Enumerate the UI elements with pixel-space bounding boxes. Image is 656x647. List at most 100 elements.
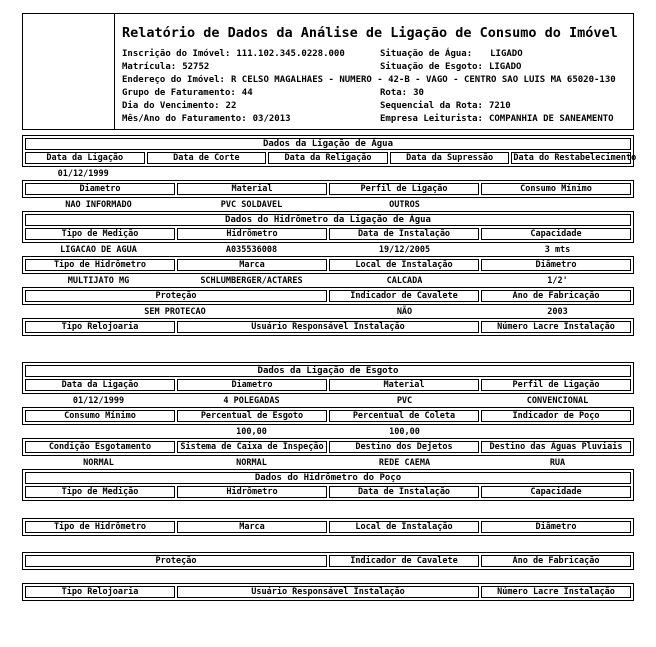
- header-cell: Usuário Responsável Instalação: [177, 321, 479, 333]
- field-grupo-faturamento: Grupo de Faturamento: 44: [122, 89, 380, 98]
- field-empresa-leiturista: Empresa Leiturista: COMPANHIA DE SANEAMEN…: [380, 115, 633, 124]
- value-cell: 1/2': [547, 275, 568, 286]
- value-cell: NORMAL: [83, 457, 114, 468]
- values-hidrometro-agua-relojoaria: [22, 336, 634, 362]
- header-cell: Data de Instalação: [329, 486, 479, 498]
- values-ligacao-agua-caracteristicas: NAO INFORMADO PVC SOLDAVEL OUTROS: [22, 198, 634, 211]
- field-inscricao: Inscrição do Imóvel: 111.102.345.0228.000: [122, 50, 380, 59]
- field-label: Empresa Leiturista:: [380, 114, 483, 124]
- header-cell: Capacidade: [481, 486, 631, 498]
- header-cell: Material: [329, 379, 479, 391]
- section-title-ligacao-esgoto: Dados da Ligação de Esgoto: [25, 365, 631, 377]
- header-cell: Data da Ligação: [25, 379, 175, 391]
- value-cell: SEM PROTECAO: [144, 306, 206, 317]
- values-ligacao-agua-datas: 01/12/1999: [22, 167, 634, 180]
- logo-box: [22, 13, 115, 130]
- field-label: Grupo de Faturamento:: [122, 88, 236, 98]
- header-cell: Material: [177, 183, 327, 195]
- header-cell: Usuário Responsável Instalação: [177, 586, 479, 598]
- header-cell: Diâmetro: [481, 259, 631, 271]
- header-cell: Tipo Relojoaria: [25, 586, 175, 598]
- field-mes-ano-faturamento: Mês/Ano do Faturamento: 03/2013: [122, 115, 380, 124]
- field-value: 52752: [182, 62, 210, 72]
- header-cell: Proteção: [25, 555, 327, 567]
- header-cell: Sistema de Caixa de Inspeção: [177, 441, 327, 453]
- header-cell: Hidrômetro: [177, 228, 327, 240]
- header-cell: Condição Esgotamento: [25, 441, 175, 453]
- value-cell: LIGACAO DE AGUA: [60, 244, 137, 255]
- property-info: Inscrição do Imóvel: 111.102.345.0228.000…: [122, 50, 633, 124]
- field-label: Situação de Esgoto:: [380, 62, 483, 72]
- header-cell: Número Lacre Instalação: [481, 321, 631, 333]
- header-cell: Percentual de Coleta: [329, 410, 479, 422]
- table-ligacao-esgoto-percentuais: Consumo Mínimo Percentual de Esgoto Perc…: [22, 407, 634, 425]
- header-cell: Diametro: [177, 379, 327, 391]
- header-cell: Tipo de Medição: [25, 486, 175, 498]
- header-cell: Tipo de Hidrômetro: [25, 259, 175, 271]
- field-value: 22: [225, 101, 237, 111]
- value-cell: OUTROS: [389, 199, 420, 210]
- header-cell: Hidrômetro: [177, 486, 327, 498]
- value-cell: 19/12/2005: [378, 244, 431, 255]
- table-hidrometro-agua-equipamento: Tipo de Hidrômetro Marca Local de Instal…: [22, 256, 634, 274]
- values-hidrometro-poco-medicao: [22, 501, 634, 518]
- field-situacao-agua: Situação de Água: LIGADO: [380, 50, 633, 59]
- header-cell: Consumo Mínimo: [25, 410, 175, 422]
- value-cell: 100,00: [389, 426, 420, 437]
- table-ligacao-agua-caracteristicas: Diametro Material Perfil de Ligação Cons…: [22, 180, 634, 198]
- field-value: 30: [413, 88, 424, 98]
- section-title-hidrometro-poco: Dados do Hidrômetro do Poço: [25, 472, 631, 484]
- values-hidrometro-poco-equipamento: [22, 536, 634, 552]
- header-cell: Proteção: [25, 290, 327, 302]
- table-hidrometro-poco: Dados do Hidrômetro do Poço Tipo de Medi…: [22, 469, 634, 501]
- header-cell: Tipo de Hidrômetro: [25, 521, 175, 533]
- values-hidrometro-poco-protecao: [22, 570, 634, 583]
- field-matricula: Matrícula: 52752: [122, 63, 380, 72]
- value-cell: 2003: [547, 306, 568, 317]
- field-label: Situação de Água:: [380, 49, 473, 59]
- section-title-hidrometro-agua: Dados do Hidrômetro da Ligação de Água: [25, 214, 631, 226]
- table-hidrometro-poco-equipamento: Tipo de Hidrômetro Marca Local de Instal…: [22, 518, 634, 536]
- header-cell: Ano de Fabricação: [481, 290, 631, 302]
- report-header: Relatório de Dados da Análise de Ligação…: [114, 13, 634, 130]
- value-cell: RUA: [549, 457, 566, 468]
- header-cell: Marca: [177, 259, 327, 271]
- values-ligacao-esgoto-percentuais: 100,00 100,00: [22, 425, 634, 438]
- header-cell: Diametro: [25, 183, 175, 195]
- field-value: R CELSO MAGALHAES - NUMERO - 42-B - VAGO…: [230, 75, 616, 85]
- field-label: Mês/Ano do Faturamento:: [122, 114, 247, 124]
- field-value: 03/2013: [252, 114, 291, 124]
- values-hidrometro-agua-protecao: SEM PROTECAO NÃO 2003: [22, 305, 634, 318]
- header-cell: Indicador de Cavalete: [329, 555, 479, 567]
- value-cell: 3 mts: [544, 244, 571, 255]
- table-ligacao-esgoto: Dados da Ligação de Esgoto Data da Ligaç…: [22, 362, 634, 394]
- value-cell: 01/12/1999: [72, 395, 125, 406]
- header-cell: Data da Supressão: [389, 152, 510, 164]
- value-cell: PVC SOLDAVEL: [220, 199, 283, 210]
- value-cell: MULTIJATO MG: [67, 275, 130, 286]
- value-cell: A035536008: [225, 244, 278, 255]
- value-cell: CALCADA: [386, 275, 423, 286]
- field-sequencial-rota: Sequencial da Rota: 7210: [380, 102, 633, 111]
- field-dia-vencimento: Dia do Vencimento: 22: [122, 102, 380, 111]
- value-cell: NAO INFORMADO: [65, 199, 132, 210]
- field-endereco: Endereço do Imóvel: R CELSO MAGALHAES - N…: [122, 76, 633, 85]
- header-cell: Indicador de Poço: [481, 410, 631, 422]
- values-ligacao-esgoto-destino: NORMAL NORMAL REDE CAEMA RUA: [22, 456, 634, 469]
- value-cell: 01/12/1999: [57, 168, 109, 179]
- table-hidrometro-agua-relojoaria: Tipo Relojoaria Usuário Responsável Inst…: [22, 318, 634, 336]
- field-label: Endereço do Imóvel:: [122, 75, 225, 85]
- values-hidrometro-agua-equipamento: MULTIJATO MG SCHLUMBERGER/ACTARES CALCAD…: [22, 274, 634, 287]
- field-value: COMPANHIA DE SANEAMENTO: [488, 114, 614, 124]
- value-cell: 4 POLEGADAS: [223, 395, 280, 406]
- header-cell: Marca: [177, 521, 327, 533]
- value-cell: NÃO: [396, 306, 413, 317]
- header-cell: Data de Instalação: [329, 228, 479, 240]
- value-cell: CONVENCIONAL: [526, 395, 589, 406]
- header-cell: Local de Instalação: [329, 259, 479, 271]
- header-cell: Consumo Mínimo: [481, 183, 631, 195]
- field-rota: Rota: 30: [380, 89, 633, 98]
- field-label: Inscrição do Imóvel:: [122, 49, 231, 59]
- header-cell: Data de Corte: [146, 152, 267, 164]
- values-ligacao-esgoto-dados: 01/12/1999 4 POLEGADAS PVC CONVENCIONAL: [22, 394, 634, 407]
